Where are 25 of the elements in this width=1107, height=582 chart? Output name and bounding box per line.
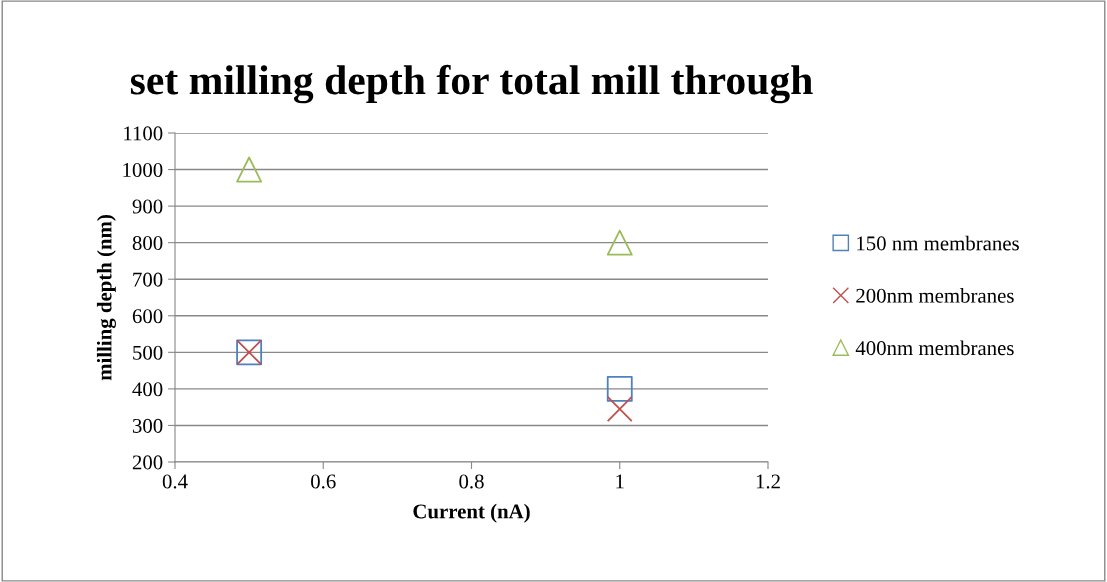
point bbox=[606, 375, 633, 402]
x-tick-label: 1 bbox=[616, 474, 624, 489]
point bbox=[236, 156, 263, 183]
y-tick-label: 900 bbox=[132, 199, 163, 214]
x-axis-title: Current (nA) bbox=[413, 503, 530, 523]
y-tick-label: 1000 bbox=[123, 162, 163, 177]
x-tick-label: 1.2 bbox=[756, 474, 780, 489]
point bbox=[606, 396, 633, 422]
y-tick-label: 800 bbox=[132, 236, 163, 251]
y-axis-title: milling depth (nm) bbox=[96, 215, 116, 381]
y-tick-label: 200 bbox=[132, 455, 163, 470]
legend-label: 150 nm membranes bbox=[857, 235, 1019, 251]
y-tick-label: 500 bbox=[133, 345, 163, 360]
x-tick-label: 0.4 bbox=[162, 474, 188, 489]
y-tick-label: 300 bbox=[132, 418, 163, 433]
chart-title: set milling depth for total mill through bbox=[130, 64, 813, 104]
y-tick-label: 700 bbox=[133, 272, 163, 287]
x-tick-label: 0.6 bbox=[311, 474, 336, 489]
x-tick-label: 0.8 bbox=[459, 474, 484, 489]
legend-label: 400nm membranes bbox=[855, 340, 1014, 356]
y-tick-label: 600 bbox=[132, 309, 163, 324]
y-tick-label: 1100 bbox=[124, 126, 163, 141]
y-tick-label: 400 bbox=[132, 382, 163, 397]
legend-label: 200nm membranes bbox=[856, 288, 1014, 303]
point bbox=[606, 229, 633, 256]
